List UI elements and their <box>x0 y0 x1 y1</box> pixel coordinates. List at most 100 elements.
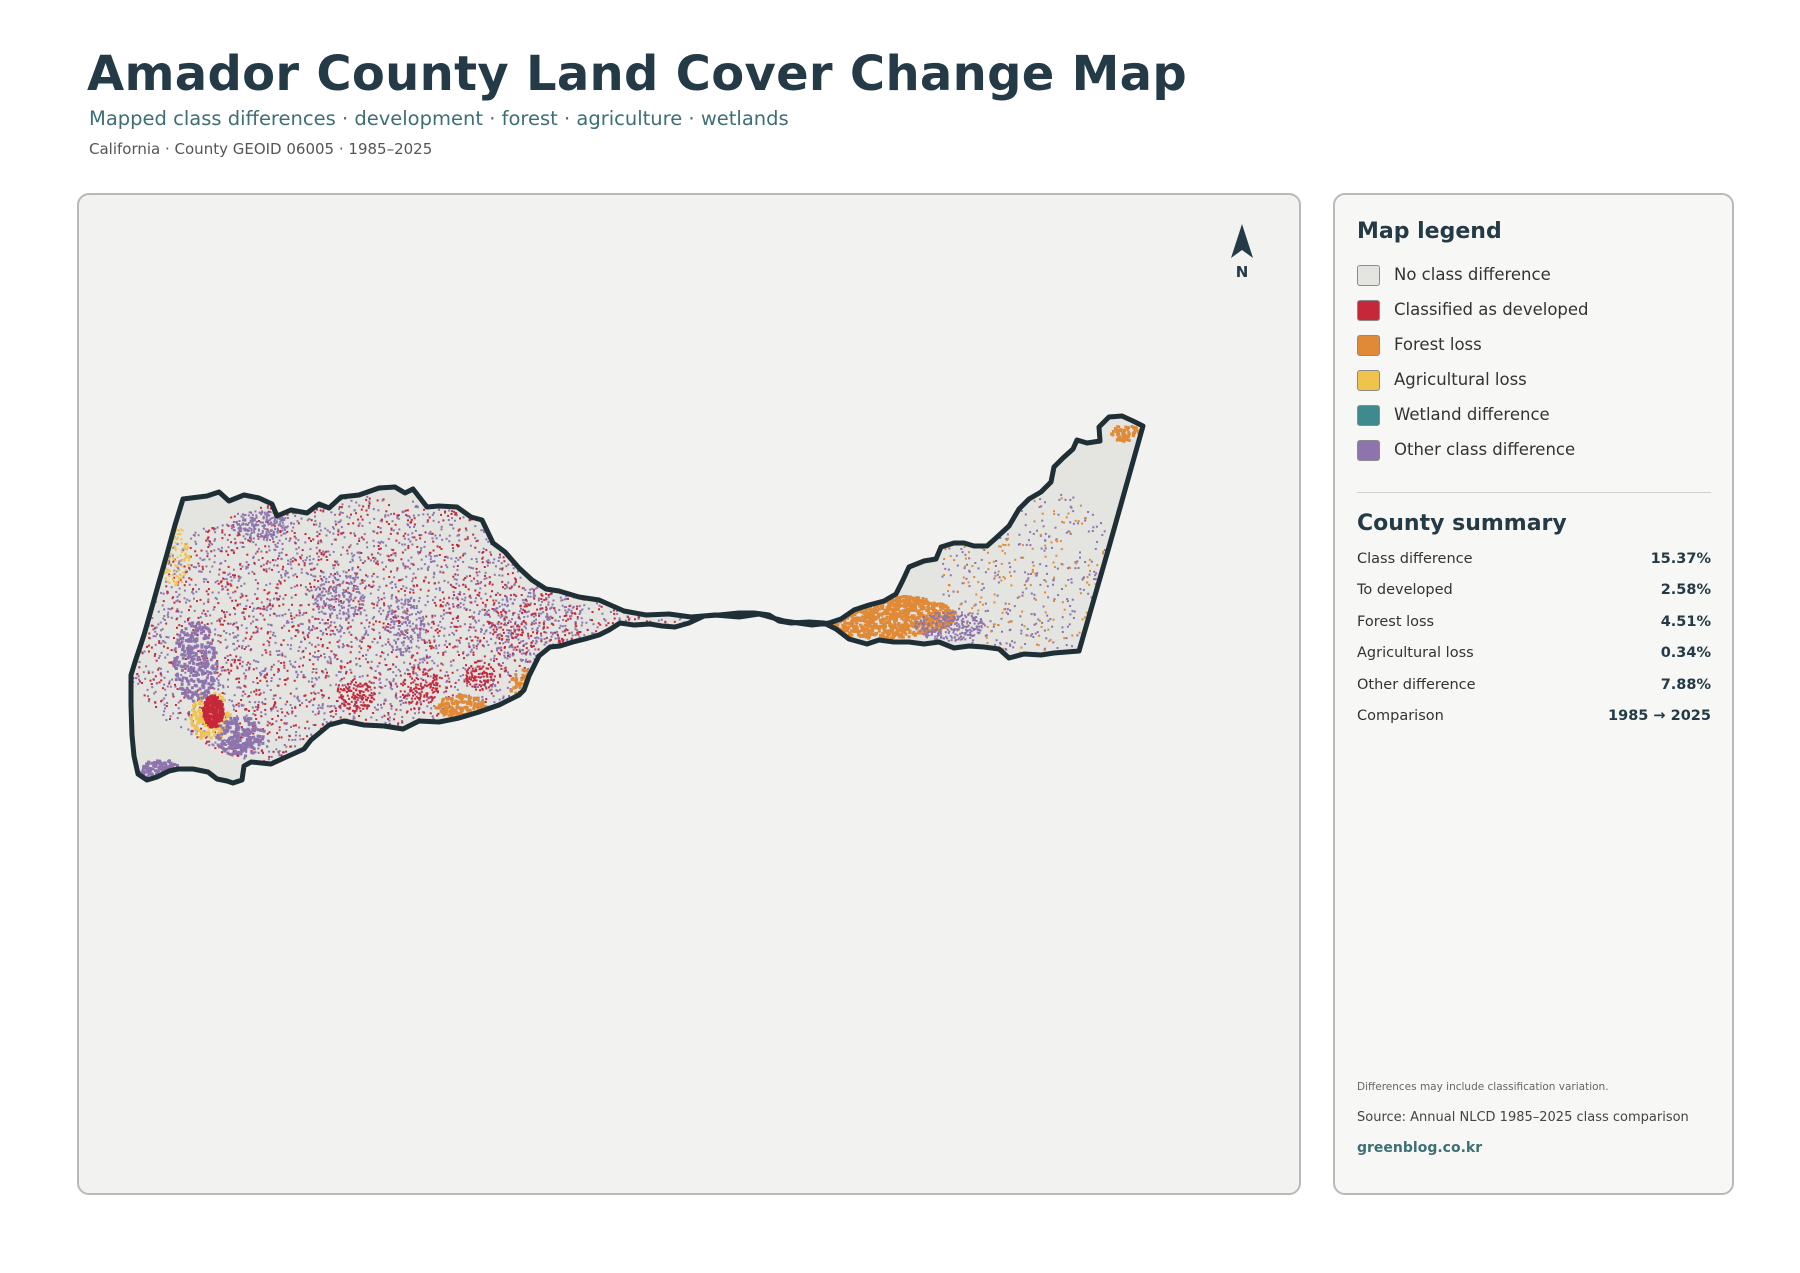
change-pixel <box>163 619 166 621</box>
change-pixel <box>122 625 124 627</box>
change-pixel <box>393 733 396 736</box>
change-pixel <box>368 497 371 500</box>
change-pixel <box>562 658 565 661</box>
change-pixel <box>503 623 506 626</box>
change-pixel <box>209 540 211 543</box>
county-map[interactable] <box>79 195 1301 1195</box>
change-pixel <box>571 606 574 609</box>
change-pixel <box>197 534 200 537</box>
change-pixel <box>158 654 161 657</box>
change-pixel <box>157 668 160 671</box>
change-pixel <box>163 703 166 706</box>
change-pixel <box>248 701 251 703</box>
page-meta: California · County GEOID 06005 · 1985–2… <box>89 140 433 158</box>
change-pixel <box>352 522 355 525</box>
change-pixel <box>440 525 443 528</box>
change-pixel <box>686 603 689 606</box>
change-pixel <box>464 586 467 588</box>
change-pixel <box>595 594 598 596</box>
change-pixel <box>284 572 287 575</box>
change-pixel <box>295 731 298 733</box>
change-pixel <box>581 642 584 645</box>
change-pixel <box>504 666 507 669</box>
change-pixel <box>540 675 543 678</box>
change-pixel <box>278 653 281 656</box>
change-pixel <box>506 586 509 589</box>
change-pixel <box>541 669 544 672</box>
change-pixel <box>535 618 538 621</box>
change-pixel <box>207 588 210 591</box>
change-pixel <box>173 601 176 604</box>
change-pixel <box>362 746 365 749</box>
change-pixel <box>558 609 561 611</box>
change-pixel <box>401 578 404 581</box>
change-pixel <box>358 741 360 744</box>
change-pixel <box>484 612 487 615</box>
change-pixel <box>228 534 231 537</box>
change-pixel <box>490 650 493 653</box>
change-pixel <box>456 543 458 546</box>
change-pixel <box>120 637 122 639</box>
change-pixel <box>254 631 257 634</box>
change-pixel <box>321 703 324 706</box>
change-pixel <box>441 753 444 756</box>
change-pixel <box>684 605 687 608</box>
change-pixel <box>430 533 433 535</box>
change-pixel <box>310 699 313 702</box>
change-pixel <box>190 733 193 736</box>
change-pixel <box>551 633 554 636</box>
change-pixel <box>254 543 257 546</box>
change-pixel <box>563 649 566 652</box>
change-pixel <box>498 741 501 744</box>
change-pixel <box>136 673 139 676</box>
change-pixel <box>280 662 283 664</box>
change-pixel <box>420 558 423 561</box>
change-pixel <box>293 768 296 771</box>
change-pixel <box>438 630 441 633</box>
change-pixel <box>624 649 627 651</box>
change-pixel <box>551 696 554 699</box>
change-pixel <box>310 519 313 522</box>
change-pixel <box>231 599 234 602</box>
change-pixel <box>537 687 540 690</box>
change-pixel <box>647 661 650 664</box>
change-pixel <box>329 614 332 617</box>
change-pixel <box>447 581 450 584</box>
change-pixel <box>321 723 324 726</box>
change-pixel <box>400 558 403 561</box>
change-pixel <box>207 593 210 596</box>
change-pixel <box>176 626 178 629</box>
change-pixel <box>396 606 399 609</box>
map-panel[interactable] <box>77 193 1301 1195</box>
change-pixel <box>432 646 435 649</box>
change-pixel <box>445 690 448 693</box>
change-pixel <box>272 750 275 753</box>
change-pixel <box>307 757 310 759</box>
change-pixel <box>350 633 353 636</box>
change-pixel <box>435 554 438 557</box>
change-pixel <box>225 578 228 581</box>
change-pixel <box>534 587 537 590</box>
change-pixel <box>278 554 281 557</box>
change-pixel <box>447 677 450 680</box>
change-pixel <box>315 762 317 764</box>
change-pixel <box>419 551 421 554</box>
change-pixel <box>551 580 554 583</box>
change-pixel <box>710 621 713 624</box>
change-pixel <box>332 745 335 748</box>
change-pixel <box>554 631 557 634</box>
change-pixel <box>397 668 400 671</box>
change-pixel <box>648 602 651 605</box>
change-pixel <box>176 583 179 586</box>
change-pixel <box>356 730 359 733</box>
change-pixel <box>394 615 397 618</box>
change-pixel <box>257 706 260 709</box>
change-pixel <box>399 703 402 706</box>
change-pixel <box>543 564 546 567</box>
change-pixel <box>663 604 666 607</box>
change-pixel <box>542 628 545 630</box>
change-pixel <box>682 596 685 599</box>
change-pixel <box>510 721 513 724</box>
change-pixel <box>534 680 537 683</box>
change-pixel <box>409 662 412 665</box>
